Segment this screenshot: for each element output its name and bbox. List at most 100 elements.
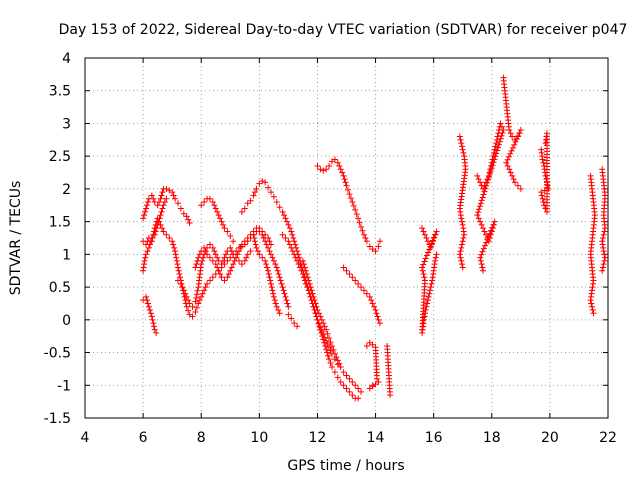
y-tick-label: -1: [57, 378, 71, 394]
data-point: [295, 261, 302, 268]
data-point: [158, 192, 165, 199]
data-point: [481, 188, 488, 195]
data-point: [511, 141, 518, 148]
data-point: [206, 241, 213, 248]
data-point: [376, 320, 383, 327]
series-arc-f: [174, 241, 254, 310]
data-point: [163, 195, 170, 202]
data-point: [156, 199, 163, 205]
data-point: [314, 307, 321, 313]
data-point: [299, 257, 306, 264]
data-point: [494, 147, 501, 154]
data-point: [265, 244, 272, 251]
data-point: [204, 280, 211, 287]
data-point: [503, 159, 510, 166]
data-point: [498, 132, 505, 139]
data-point: [273, 303, 280, 310]
plot-frame: [84, 57, 609, 419]
data-point: [355, 395, 362, 402]
data-point: [488, 227, 495, 234]
data-point: [174, 264, 181, 271]
data-point: [458, 241, 465, 248]
data-point: [145, 303, 152, 310]
data-point: [428, 280, 435, 287]
data-point: [147, 310, 154, 317]
data-point: [588, 300, 595, 307]
data-point: [431, 234, 438, 241]
data-point: [326, 163, 333, 169]
data-point: [153, 225, 160, 232]
data-point: [144, 248, 151, 255]
data-point: [217, 215, 224, 222]
data-point: [420, 271, 427, 277]
data-point: [241, 238, 248, 245]
x-tick-label: 12: [309, 430, 327, 446]
data-point: [483, 239, 490, 246]
data-point: [355, 385, 362, 392]
data-point: [206, 254, 213, 261]
data-point: [288, 315, 295, 322]
data-point: [540, 199, 547, 205]
data-point: [196, 297, 203, 304]
data-point: [141, 212, 148, 219]
data-point: [504, 163, 511, 169]
data-point: [496, 138, 503, 145]
data-point: [493, 150, 500, 157]
data-point: [325, 352, 332, 359]
data-point: [538, 189, 545, 196]
data-point: [432, 231, 439, 238]
data-point: [456, 251, 463, 258]
data-point: [224, 228, 231, 235]
data-point: [235, 257, 242, 264]
data-point: [176, 271, 183, 277]
data-point: [142, 254, 149, 261]
data-point: [305, 277, 312, 284]
data-point: [371, 303, 378, 310]
data-point: [206, 277, 213, 284]
data-point: [356, 219, 363, 226]
data-point: [349, 199, 356, 205]
data-point: [149, 316, 156, 323]
data-point: [510, 176, 517, 183]
data-point: [157, 212, 164, 219]
data-point: [360, 231, 367, 238]
data-point: [486, 230, 493, 237]
data-point: [601, 251, 608, 258]
data-point: [485, 233, 492, 240]
data-point: [421, 258, 428, 265]
y-tick-label: -1.5: [44, 411, 71, 427]
data-point: [268, 284, 275, 291]
data-point: [192, 264, 199, 271]
data-point: [266, 274, 273, 281]
data-point: [343, 385, 350, 392]
series-arc-u: [538, 130, 552, 215]
data-point: [349, 392, 356, 399]
data-point: [478, 261, 485, 268]
data-point: [458, 261, 465, 268]
data-point: [321, 323, 328, 330]
series-arc-o: [363, 339, 382, 392]
data-point: [265, 267, 272, 274]
data-point: [281, 290, 288, 297]
data-point: [484, 179, 491, 186]
data-point: [323, 326, 330, 333]
data-point: [460, 149, 467, 156]
data-point: [230, 238, 237, 245]
data-point: [247, 248, 254, 255]
data-point: [186, 219, 193, 226]
data-point: [328, 363, 335, 370]
data-point: [458, 244, 465, 251]
data-point: [285, 221, 292, 228]
data-point: [221, 277, 228, 284]
data-point: [419, 267, 426, 274]
data-point: [342, 179, 349, 186]
data-point: [352, 277, 359, 284]
data-point: [182, 290, 189, 297]
data-point: [198, 202, 205, 209]
data-point: [484, 236, 491, 243]
data-point: [275, 307, 282, 313]
data-point: [171, 244, 178, 251]
data-point: [148, 192, 155, 199]
data-point: [270, 293, 277, 300]
y-tick-label: -0.5: [44, 346, 71, 362]
